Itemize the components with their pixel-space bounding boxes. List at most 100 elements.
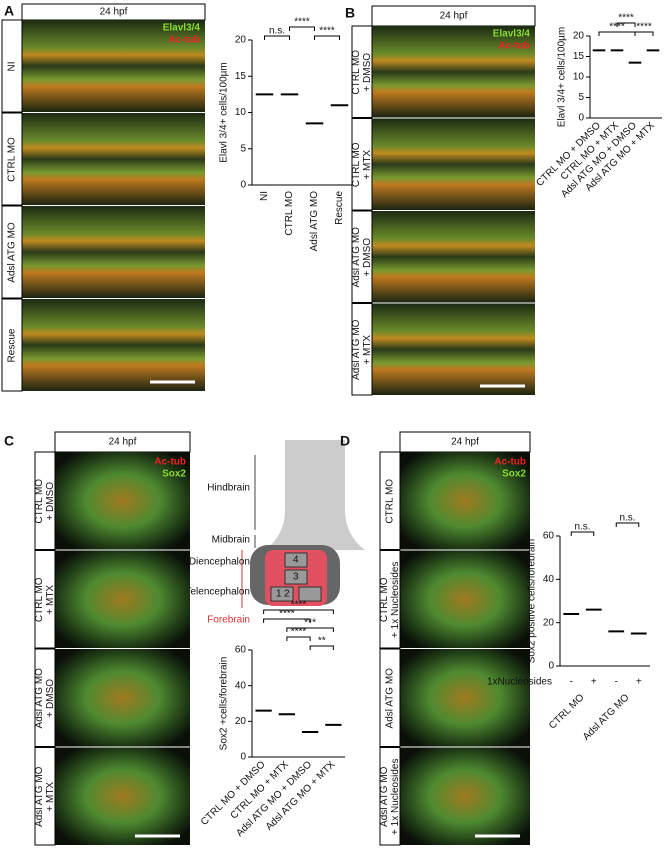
- y-tick-label: 40: [235, 680, 247, 691]
- row-label: Adsl ATG MO: [7, 222, 18, 283]
- panel-letter: A: [4, 3, 14, 19]
- row-label: Adsl ATG MO: [34, 766, 45, 827]
- micrograph: [400, 747, 530, 845]
- row-label: + MTX: [362, 335, 373, 365]
- y-tick-label: 20: [235, 716, 247, 727]
- significance-label: n.s.: [574, 522, 590, 533]
- panel-letter: D: [340, 433, 350, 449]
- row-label: + MTX: [45, 585, 56, 615]
- significance-label: ****: [291, 627, 307, 638]
- channel-legend: Ac-tub: [168, 35, 200, 46]
- significance-bracket: [309, 645, 334, 650]
- y-tick-label: 20: [235, 35, 247, 46]
- row-label-box: [34, 747, 56, 846]
- row-label: CTRL MO: [34, 577, 45, 622]
- micrograph: [55, 649, 190, 747]
- group-label: CTRL MO: [547, 692, 586, 731]
- y-tick-label: 20: [573, 31, 585, 42]
- micrograph: [400, 649, 530, 747]
- row-label-box: [1, 205, 23, 299]
- region: [298, 586, 322, 602]
- micrograph: [372, 118, 535, 210]
- region-label: Diencephalon: [189, 557, 250, 568]
- group-label: Adsl ATG MO: [581, 692, 632, 743]
- significance-bracket: [634, 31, 654, 36]
- micrograph: [55, 452, 190, 550]
- region-number: 1: [276, 589, 282, 600]
- significance-label: ****: [609, 22, 625, 33]
- micrograph: [22, 299, 205, 391]
- row-label-box: [351, 210, 373, 303]
- y-tick-label: 40: [543, 574, 555, 585]
- y-tick-label: 0: [240, 180, 246, 191]
- region-label: Midbrain: [212, 535, 250, 546]
- significance-label: n.s.: [619, 513, 635, 524]
- region: [284, 569, 308, 585]
- channel-legend: Elavl3/4: [493, 29, 531, 40]
- micrograph: [22, 206, 205, 298]
- significance-bracket: [263, 609, 334, 614]
- significance-bracket: [286, 636, 311, 641]
- row-label-box: [34, 550, 56, 649]
- y-axis-label: Elavl 3/4+ cells/100µm: [557, 27, 568, 128]
- significance-bracket: [314, 35, 340, 40]
- row-label: CTRL MO: [351, 142, 362, 187]
- micrograph: [55, 747, 190, 845]
- row-label: Adsl ATG MO: [351, 227, 362, 288]
- y-axis-label: Elavl 3/4+ cells/100µm: [219, 62, 230, 163]
- significance-bracket: [289, 26, 315, 31]
- brain-outline: [265, 440, 365, 550]
- time-label: 24 hpf: [100, 7, 128, 18]
- x-tick-label: -: [570, 677, 573, 688]
- micrograph: [372, 303, 535, 395]
- micrograph: [372, 26, 535, 118]
- row-label: Adsl ATG MO: [379, 766, 390, 827]
- micrograph: [372, 211, 535, 303]
- channel-legend: Elavl3/4: [163, 23, 201, 34]
- channel-legend: Ac-tub: [494, 457, 526, 468]
- region-number: 4: [293, 555, 299, 566]
- row-label-box: [379, 648, 401, 747]
- row-label: CTRL MO: [351, 50, 362, 95]
- y-tick-label: 15: [235, 71, 247, 82]
- row-label: NI: [7, 62, 18, 72]
- row-label-box: [351, 303, 373, 396]
- row-label: Adsl ATG MO: [385, 668, 396, 729]
- significance-bracket: [264, 35, 290, 40]
- y-tick-label: 0: [240, 752, 246, 763]
- x-tick-label: +: [591, 677, 597, 688]
- channel-legend: Sox2: [162, 469, 186, 480]
- row-label: CTRL MO: [379, 577, 390, 622]
- y-tick-label: 10: [235, 107, 247, 118]
- x-tick-label: Adsl ATG MO: [309, 191, 320, 252]
- panel-letter: B: [345, 5, 355, 21]
- channel-legend: Ac-tub: [498, 41, 530, 52]
- region: [284, 552, 308, 568]
- time-label: 24 hpf: [451, 437, 479, 448]
- row-label-box: [1, 19, 23, 113]
- significance-bracket: [570, 531, 595, 536]
- significance-label: ****: [291, 600, 307, 611]
- channel-legend: Sox2: [502, 469, 526, 480]
- row-label: + DMSO: [45, 482, 56, 521]
- significance-label: ****: [294, 17, 310, 28]
- significance-bracket: [263, 618, 311, 623]
- row-label: 1xNucleosides: [487, 677, 552, 688]
- micrograph: [400, 452, 530, 550]
- row-label: + MTX: [362, 150, 373, 180]
- channel-legend: Ac-tub: [154, 457, 186, 468]
- row-label-box: [34, 648, 56, 747]
- time-label: 24 hpf: [440, 11, 468, 22]
- y-tick-label: 5: [578, 92, 584, 103]
- row-label: Adsl ATG MO: [34, 668, 45, 729]
- y-tick-label: 0: [548, 661, 554, 672]
- region-label: Telencephalon: [186, 587, 251, 598]
- y-tick-label: 60: [235, 645, 247, 656]
- region-label: Forebrain: [207, 615, 250, 626]
- significance-label: ****: [618, 13, 634, 24]
- y-tick-label: 0: [578, 113, 584, 124]
- x-tick-label: CTRL MO: [284, 191, 295, 236]
- significance-label: **: [318, 636, 326, 647]
- row-label: CTRL MO: [7, 137, 18, 182]
- micrograph: [22, 113, 205, 205]
